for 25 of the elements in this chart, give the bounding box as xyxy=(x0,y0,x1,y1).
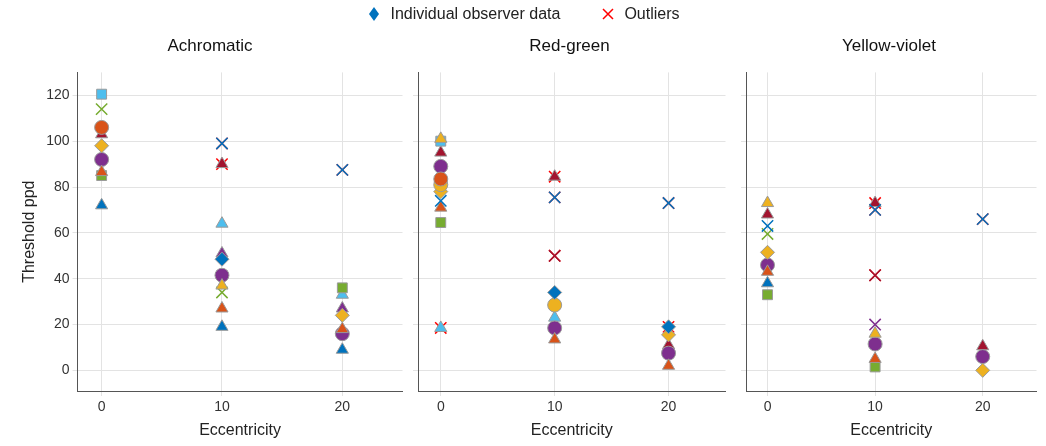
x-tick-label: 10 xyxy=(867,398,884,415)
x-tick-label: 0 xyxy=(97,398,106,415)
chart-title: Yellow-violet xyxy=(842,35,937,55)
y-tick-label: 0 xyxy=(61,361,70,378)
x-tick-label: 20 xyxy=(334,398,351,415)
x-tick-label: 0 xyxy=(436,398,445,415)
chart-title: Red-green xyxy=(529,35,610,55)
y-axis-title: Threshold ppd xyxy=(20,180,38,283)
legend-label: Individual observer data xyxy=(390,5,561,23)
y-tick-label: 20 xyxy=(53,315,70,332)
x-tick-label: 0 xyxy=(763,398,772,415)
legend-label: Outliers xyxy=(624,5,680,23)
x-tick-label: 20 xyxy=(660,398,677,415)
y-tick-label: 80 xyxy=(53,177,70,194)
y-tick-label: 120 xyxy=(46,86,70,103)
x-axis-title: Eccentricity xyxy=(530,420,613,438)
chart-title: Achromatic xyxy=(167,35,254,55)
y-tick-label: 40 xyxy=(53,269,70,286)
x-tick-label: 10 xyxy=(546,398,563,415)
x-axis-title: Eccentricity xyxy=(850,420,933,438)
x-axis-title: Eccentricity xyxy=(199,420,281,438)
y-tick-label: 60 xyxy=(53,223,70,240)
x-tick-label: 10 xyxy=(214,398,230,415)
x-tick-label: 20 xyxy=(974,398,991,415)
y-tick-label: 100 xyxy=(46,132,70,149)
